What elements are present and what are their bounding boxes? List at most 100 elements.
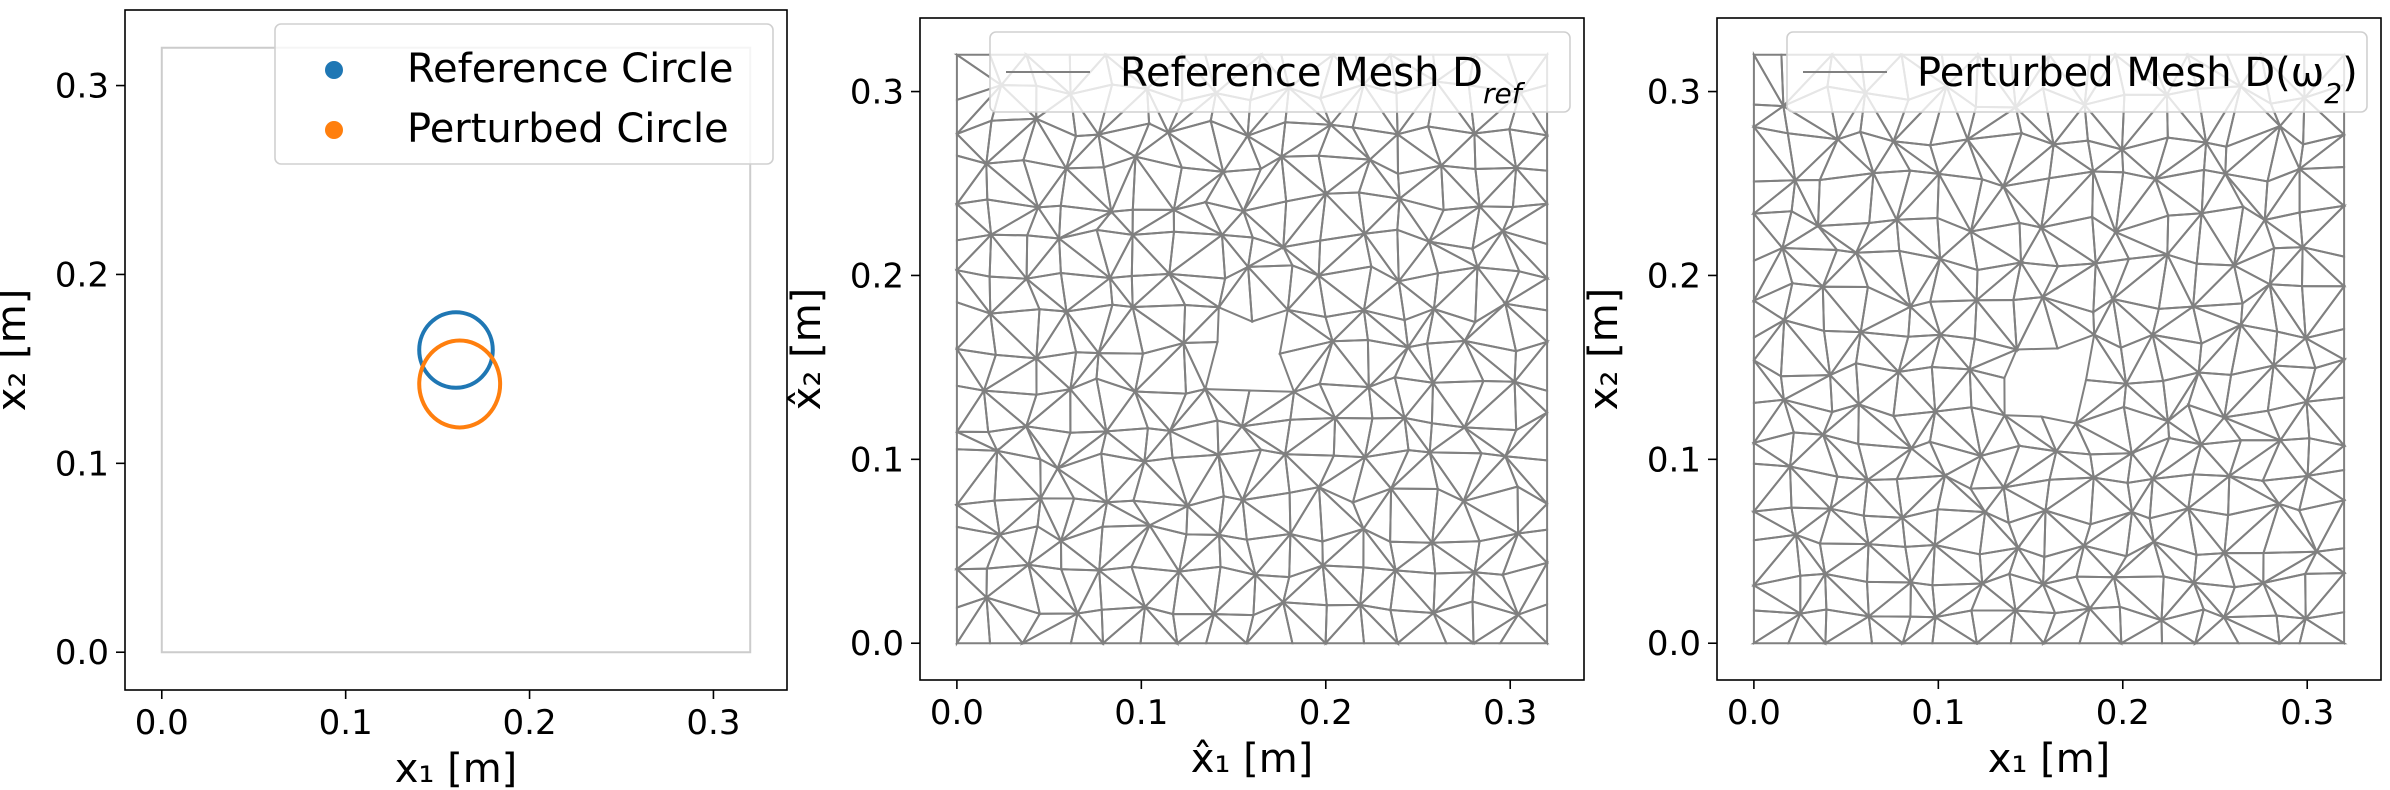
mesh-triangle xyxy=(1129,303,1187,345)
mesh-triangle xyxy=(1896,365,1937,415)
mesh-triangle xyxy=(2227,474,2282,517)
mesh-triangle xyxy=(2276,501,2318,553)
mesh-triangle xyxy=(954,311,997,357)
y-tick-label: 0.1 xyxy=(1647,440,1701,480)
mesh-triangle xyxy=(955,448,1000,508)
mesh-triangle xyxy=(1862,514,1905,546)
mesh-triangle xyxy=(1970,609,2019,646)
mesh-triangle xyxy=(1108,274,1134,311)
mesh-triangle xyxy=(1025,563,1079,615)
mesh-triangle xyxy=(1390,449,1432,490)
mesh-triangle xyxy=(1396,271,1440,311)
y-axis-label: x₂ [m] xyxy=(1581,288,1627,411)
mesh-triangle xyxy=(1330,338,1370,391)
x-tick-label: 0.2 xyxy=(1299,693,1353,733)
mesh-triangle xyxy=(1025,234,1062,282)
mesh-triangle xyxy=(1320,564,1365,608)
mesh-triangle xyxy=(1752,245,1785,302)
mesh-triangle xyxy=(1130,230,1176,277)
mesh-triangle xyxy=(1388,540,1436,573)
mesh-triangle xyxy=(2303,335,2347,370)
mesh-triangle xyxy=(993,497,1044,537)
mesh-triangle xyxy=(1854,362,1901,407)
mesh-triangle xyxy=(955,566,989,609)
mesh-triangle xyxy=(1503,300,1550,353)
legend: Perturbed Mesh D(ω2) xyxy=(1786,31,2368,113)
mesh-triangle xyxy=(1513,339,1550,385)
mesh-triangle xyxy=(1131,304,1187,355)
mesh-triangle xyxy=(1245,601,1284,644)
mesh-triangle xyxy=(1133,122,1171,160)
mesh-triangle xyxy=(1900,615,1939,646)
y-tick-label: 0.0 xyxy=(55,633,109,673)
x-tick-label: 0.2 xyxy=(503,703,557,743)
mesh-triangle xyxy=(1035,308,1069,363)
mesh-triangle xyxy=(2114,171,2158,236)
mesh-triangle xyxy=(2200,168,2227,214)
mesh-triangle xyxy=(1859,285,1913,334)
mesh-triangle xyxy=(1900,508,1939,548)
mesh-triangle xyxy=(1319,191,1367,242)
legend-label: Reference Mesh Dref xyxy=(1120,50,1526,110)
mesh-triangle xyxy=(1858,403,1913,450)
mesh-triangle xyxy=(1474,264,1507,324)
x-tick-label: 0.2 xyxy=(2096,693,2150,733)
mesh-triangle xyxy=(2232,263,2272,306)
mesh-triangle xyxy=(2191,262,2237,310)
mesh-triangle xyxy=(1165,119,1225,175)
mesh-triangle xyxy=(2040,261,2097,314)
mesh-triangle xyxy=(1462,452,1508,502)
mesh-triangle xyxy=(1246,264,1290,323)
mesh-triangle xyxy=(1855,218,1900,254)
mesh-triangle xyxy=(1858,130,1896,176)
mesh-triangle xyxy=(2052,449,2096,480)
mesh-triangle xyxy=(2038,215,2097,266)
mesh-triangle xyxy=(2042,296,2096,337)
mesh-triangle xyxy=(2113,540,2155,578)
mesh-triangle xyxy=(1515,528,1549,566)
mesh-triangle xyxy=(2087,605,2123,646)
mesh-triangle xyxy=(983,595,1042,645)
mesh-triangle xyxy=(2012,295,2045,354)
mesh-triangle xyxy=(1779,374,1831,402)
mesh-triangle xyxy=(2050,139,2095,174)
mesh-triangle xyxy=(1968,221,2023,265)
mesh-triangle xyxy=(2113,176,2170,234)
mesh-triangle xyxy=(1103,499,1151,527)
mesh-triangle xyxy=(1022,116,1069,170)
y-tick-label: 0.1 xyxy=(850,440,904,480)
mesh-triangle xyxy=(988,308,1041,361)
legend-marker xyxy=(325,61,343,79)
mesh-triangle xyxy=(1097,132,1138,169)
mesh-triangle xyxy=(1818,542,1872,576)
mesh-triangle xyxy=(1430,338,1485,384)
mesh-triangle xyxy=(1316,265,1373,313)
mesh-triangle xyxy=(1868,169,1899,225)
mesh xyxy=(953,51,1551,647)
mesh-triangle xyxy=(1425,339,1467,386)
axes-frame xyxy=(124,9,788,691)
mesh-triangle xyxy=(2150,473,2195,511)
mesh-triangle xyxy=(1317,154,1373,196)
mesh-triangle xyxy=(1431,379,1485,430)
mesh-triangle xyxy=(1782,282,1826,323)
mesh-triangle xyxy=(1034,308,1078,360)
x-tick-label: 0.1 xyxy=(1911,693,1965,733)
mesh-triangle xyxy=(2152,168,2206,216)
mesh-triangle xyxy=(2200,205,2245,269)
mesh-triangle xyxy=(955,384,986,436)
mesh-triangle xyxy=(2268,246,2305,288)
mesh-triangle xyxy=(2271,364,2317,404)
mesh-triangle xyxy=(1871,139,1912,175)
mesh-triangle xyxy=(2296,165,2346,208)
mesh-triangle xyxy=(1752,609,1804,646)
mesh-triangle xyxy=(1984,511,2019,549)
x-tick-label: 0.3 xyxy=(686,703,740,743)
mesh-triangle xyxy=(1216,448,1263,503)
mesh-triangle xyxy=(1280,121,1334,159)
mesh-triangle xyxy=(2092,298,2114,339)
y-tick-label: 0.2 xyxy=(850,256,904,296)
mesh-triangle xyxy=(1245,532,1293,578)
mesh-triangle xyxy=(2012,259,2045,302)
mesh-triangle xyxy=(1751,397,1796,445)
